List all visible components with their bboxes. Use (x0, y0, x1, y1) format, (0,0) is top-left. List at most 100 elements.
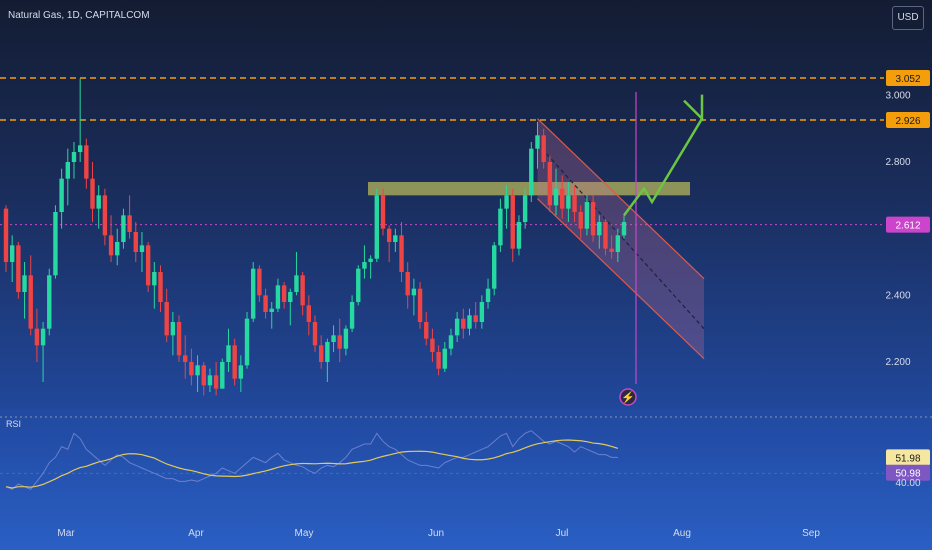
candle-body[interactable] (127, 215, 132, 232)
candle-body[interactable] (399, 235, 404, 272)
candle-body[interactable] (195, 365, 200, 376)
candle-body[interactable] (220, 362, 225, 389)
candle-body[interactable] (603, 222, 608, 249)
candle-body[interactable] (176, 322, 182, 356)
candle-body[interactable] (318, 345, 324, 362)
resistance-zone[interactable] (368, 182, 690, 196)
candle-body[interactable] (300, 275, 305, 306)
candle-body[interactable] (34, 328, 40, 346)
candle-body[interactable] (374, 195, 379, 259)
candle-body[interactable] (201, 365, 206, 386)
candle-body[interactable] (16, 245, 21, 292)
candle-body[interactable] (139, 245, 145, 252)
candle-body[interactable] (22, 275, 27, 292)
candle-body[interactable] (170, 322, 176, 336)
candle-body[interactable] (121, 215, 126, 242)
candle-body[interactable] (257, 268, 262, 296)
candle-body[interactable] (615, 235, 621, 252)
candle-body[interactable] (362, 262, 367, 269)
candle-body[interactable] (430, 338, 435, 352)
candle-body[interactable] (424, 322, 429, 339)
candle-body[interactable] (516, 222, 522, 249)
candle-body[interactable] (621, 222, 627, 236)
candle-body[interactable] (411, 288, 417, 296)
candle-body[interactable] (541, 135, 546, 162)
candle-body[interactable] (145, 245, 151, 286)
candle-body[interactable] (590, 202, 596, 236)
candle-body[interactable] (560, 188, 565, 209)
candle-body[interactable] (529, 148, 534, 196)
candle-body[interactable] (84, 145, 89, 179)
candle-body[interactable] (269, 308, 274, 312)
candle-body[interactable] (294, 275, 299, 292)
candle-body[interactable] (244, 318, 250, 366)
candle-body[interactable] (597, 222, 602, 236)
candle-body[interactable] (547, 162, 553, 206)
candle-body[interactable] (504, 195, 509, 209)
candle-body[interactable] (312, 322, 318, 346)
projection-arrow[interactable] (623, 118, 704, 217)
candle-body[interactable] (572, 195, 577, 212)
candle-body[interactable] (325, 342, 330, 362)
candle-body[interactable] (102, 195, 108, 236)
candle-body[interactable] (522, 195, 528, 222)
candle-body[interactable] (473, 315, 478, 322)
rsi-line[interactable] (5, 430, 618, 490)
currency-button[interactable]: USD (892, 6, 924, 30)
candle-body[interactable] (189, 362, 194, 376)
candle-body[interactable] (306, 305, 312, 322)
candle-body[interactable] (59, 178, 64, 212)
candle-body[interactable] (331, 335, 336, 342)
candle-body[interactable] (578, 212, 583, 229)
lightning-icon[interactable] (619, 388, 637, 406)
candle-body[interactable] (436, 352, 441, 369)
candle-body[interactable] (288, 292, 293, 302)
candle-body[interactable] (393, 235, 398, 242)
candle-body[interactable] (47, 275, 52, 329)
candle-body[interactable] (337, 335, 342, 349)
candle-body[interactable] (349, 302, 355, 329)
candle-body[interactable] (251, 268, 256, 319)
candle-body[interactable] (584, 202, 590, 229)
candle-body[interactable] (226, 345, 231, 362)
candle-body[interactable] (498, 208, 503, 246)
candle-body[interactable] (40, 328, 46, 346)
candle-body[interactable] (164, 302, 169, 336)
candle-body[interactable] (213, 375, 219, 389)
candle-body[interactable] (152, 272, 157, 286)
candle-body[interactable] (275, 285, 281, 309)
candle-body[interactable] (77, 145, 83, 152)
candle-body[interactable] (485, 288, 491, 302)
descending-channel[interactable] (537, 118, 704, 359)
candle-body[interactable] (343, 328, 349, 349)
candle-body[interactable] (405, 272, 410, 296)
candle-body[interactable] (442, 348, 447, 369)
candle-body[interactable] (368, 258, 373, 262)
candle-body[interactable] (566, 195, 571, 209)
symbol-title[interactable]: Natural Gas, 1D, CAPITALCOM (8, 10, 150, 21)
candle-body[interactable] (71, 152, 77, 162)
candle-body[interactable] (553, 188, 559, 206)
candle-body[interactable] (158, 272, 163, 302)
candle-body[interactable] (510, 195, 515, 249)
candle-body[interactable] (609, 248, 614, 252)
candle-body[interactable] (454, 318, 460, 336)
candle-body[interactable] (479, 302, 485, 322)
candle-body[interactable] (386, 228, 392, 242)
candle-body[interactable] (417, 288, 423, 322)
candle-body[interactable] (263, 295, 268, 312)
candle-body[interactable] (448, 335, 454, 349)
candle-body[interactable] (53, 212, 58, 276)
candle-body[interactable] (467, 315, 472, 329)
candle-body[interactable] (281, 285, 287, 302)
candle-body[interactable] (108, 235, 114, 256)
candle-body[interactable] (133, 232, 138, 252)
candle-body[interactable] (65, 162, 70, 179)
candle-body[interactable] (238, 365, 244, 379)
candle-body[interactable] (115, 242, 120, 256)
candle-body[interactable] (380, 195, 386, 229)
candle-body[interactable] (232, 345, 237, 379)
candle-body[interactable] (461, 318, 466, 329)
candle-body[interactable] (9, 245, 15, 262)
